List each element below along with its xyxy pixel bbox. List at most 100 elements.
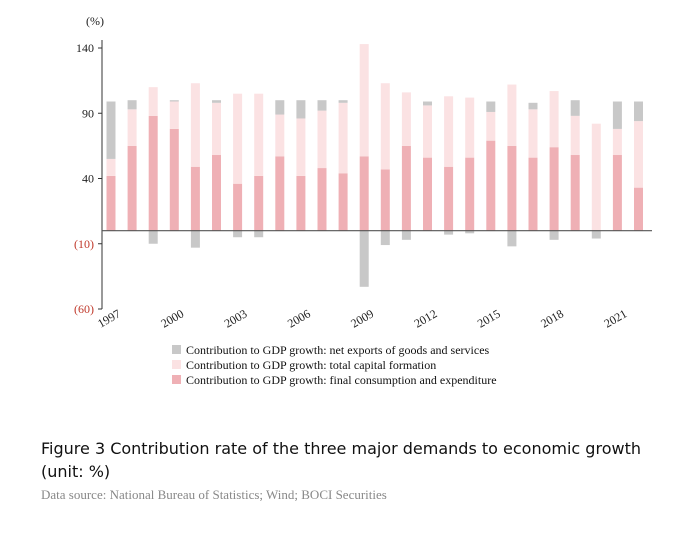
bar-segment xyxy=(612,128,622,156)
bar-segment xyxy=(190,166,200,231)
x-tick-label: 2015 xyxy=(475,306,503,330)
bar-segment xyxy=(401,230,411,240)
x-tick-label: 2006 xyxy=(285,306,313,330)
bar-segment xyxy=(317,100,327,111)
legend-swatch xyxy=(172,375,181,384)
bar-segment xyxy=(254,230,264,238)
x-tick-label: 2003 xyxy=(222,306,250,330)
bar-segment xyxy=(148,115,158,231)
y-tick-label: 90 xyxy=(82,106,94,120)
y-tick-label: 40 xyxy=(82,172,94,186)
bar-segment xyxy=(169,128,179,231)
bar-segment xyxy=(507,84,517,146)
bar-segment xyxy=(212,155,221,231)
bar-segment xyxy=(212,100,221,103)
bar-segment xyxy=(127,100,137,110)
bar-segment xyxy=(169,100,179,102)
bar-segment xyxy=(254,93,264,176)
x-tick-label: 2000 xyxy=(158,306,186,330)
bar-segment xyxy=(570,115,580,156)
bar-segment xyxy=(106,101,116,159)
x-tick-label: 2012 xyxy=(412,306,440,330)
bar-segment xyxy=(423,101,432,106)
bar-segment xyxy=(549,147,559,231)
bar-segment xyxy=(190,230,200,248)
bar-segment xyxy=(612,155,622,231)
bar-segment xyxy=(486,111,496,141)
legend-swatch xyxy=(172,360,181,369)
bar-segment xyxy=(591,230,601,239)
bar-segment xyxy=(465,97,475,158)
y-tick-label: 140 xyxy=(76,41,94,55)
bar-segment xyxy=(275,156,285,231)
bar-segment xyxy=(296,100,306,119)
x-tick-label: 1997 xyxy=(95,306,123,330)
bar-segment xyxy=(634,187,643,231)
legend-entry: Contribution to GDP growth: total capita… xyxy=(186,358,436,372)
bar-segment xyxy=(127,145,137,231)
x-tick-label: 2009 xyxy=(348,306,376,330)
legend-swatch xyxy=(172,345,181,354)
bar-segment xyxy=(338,102,348,174)
bar-segment xyxy=(549,91,559,148)
bar-segment xyxy=(106,175,116,231)
bar-segment xyxy=(507,145,517,231)
bar-segment xyxy=(507,230,517,247)
bar-segment xyxy=(549,230,559,240)
y-tick-label: (10) xyxy=(74,237,94,251)
x-tick-label: 2021 xyxy=(602,306,630,330)
figure-caption: Figure 3 Contribution rate of the three … xyxy=(41,439,641,481)
bar-segment xyxy=(612,101,622,129)
bar-segment xyxy=(401,145,411,231)
bar-segment xyxy=(591,123,601,231)
bar-segment xyxy=(212,102,221,156)
bar-segment xyxy=(528,109,538,158)
bar-segment xyxy=(401,92,411,146)
bar-segment xyxy=(444,96,454,167)
bar-segment xyxy=(317,168,327,231)
bar-segment xyxy=(275,100,285,115)
bar-segment xyxy=(423,105,432,158)
bar-segment xyxy=(233,230,243,238)
bar-segment xyxy=(380,83,390,170)
bar-segment xyxy=(338,100,348,103)
bar-segment xyxy=(338,173,348,231)
bar-segment xyxy=(359,156,369,231)
data-source: Data source: National Bureau of Statisti… xyxy=(41,487,387,502)
bar-segment xyxy=(106,158,116,176)
bar-segment xyxy=(423,157,432,231)
bar-segment xyxy=(296,118,306,176)
bar-segment xyxy=(317,110,327,169)
bar-segment xyxy=(486,101,496,112)
bar-segment xyxy=(570,100,580,116)
bar-segment xyxy=(233,183,243,231)
bar-segment xyxy=(634,121,643,188)
bar-segment xyxy=(486,140,496,231)
bar-segment xyxy=(444,230,454,235)
bar-segment xyxy=(148,230,158,244)
bar-segment xyxy=(169,101,179,129)
bar-segment xyxy=(275,114,285,157)
chart: (%) 140 90 40 (10) (60) 1997 2000 2003 2006 2009 20… xyxy=(74,14,652,387)
bar-segment xyxy=(528,157,538,231)
bar-segment xyxy=(380,230,390,246)
bar-segment xyxy=(570,155,580,231)
bar-segment xyxy=(359,230,369,287)
y-axis-unit: (%) xyxy=(86,14,104,28)
bar-segment xyxy=(148,87,158,116)
bar-segment xyxy=(190,83,200,167)
bar-segment xyxy=(465,157,475,231)
bar-segment xyxy=(359,44,369,157)
legend-entry: Contribution to GDP growth: net exports … xyxy=(186,343,490,357)
legend-entry: Contribution to GDP growth: final consum… xyxy=(186,373,497,387)
bar-segment xyxy=(634,101,643,122)
bar-segment xyxy=(528,102,538,110)
y-tick-label: (60) xyxy=(74,302,94,316)
bar-segment xyxy=(127,109,137,146)
bar-segment xyxy=(444,166,454,231)
bar-segment xyxy=(254,175,264,231)
bar-segment xyxy=(233,93,243,184)
bar-segment xyxy=(380,169,390,231)
x-tick-label: 2018 xyxy=(538,306,566,330)
bar-segment xyxy=(465,230,475,234)
